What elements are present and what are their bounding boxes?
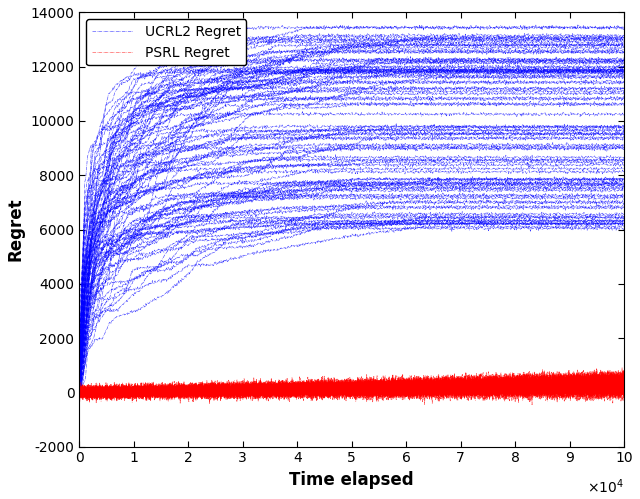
- Line: UCRL2 Regret: UCRL2 Regret: [79, 212, 624, 394]
- PSRL Regret: [450, 379, 458, 385]
- UCRL2 Regret: [458, 209, 466, 215]
- UCRL2 Regret: [450, 211, 458, 217]
- UCRL2 Regret: [511, 213, 518, 219]
- PSRL Regret: [296, 385, 304, 391]
- UCRL2 Regret: [76, 391, 83, 397]
- Line: PSRL Regret: PSRL Regret: [79, 375, 624, 397]
- UCRL2 Regret: [296, 216, 303, 222]
- UCRL2 Regret: [316, 211, 323, 217]
- PSRL Regret: [620, 381, 628, 387]
- Text: $\times 10^{4}$: $\times 10^{4}$: [588, 477, 624, 496]
- Legend: UCRL2 Regret, PSRL Regret: UCRL2 Regret, PSRL Regret: [86, 19, 246, 65]
- PSRL Regret: [76, 390, 83, 396]
- PSRL Regret: [130, 394, 138, 400]
- PSRL Regret: [605, 372, 612, 378]
- Y-axis label: Regret: Regret: [7, 198, 25, 261]
- PSRL Regret: [132, 389, 140, 395]
- PSRL Regret: [316, 383, 324, 389]
- UCRL2 Regret: [620, 211, 628, 217]
- UCRL2 Regret: [131, 256, 139, 262]
- PSRL Regret: [501, 378, 509, 384]
- UCRL2 Regret: [501, 211, 509, 217]
- X-axis label: Time elapsed: Time elapsed: [289, 471, 414, 489]
- PSRL Regret: [511, 380, 518, 386]
